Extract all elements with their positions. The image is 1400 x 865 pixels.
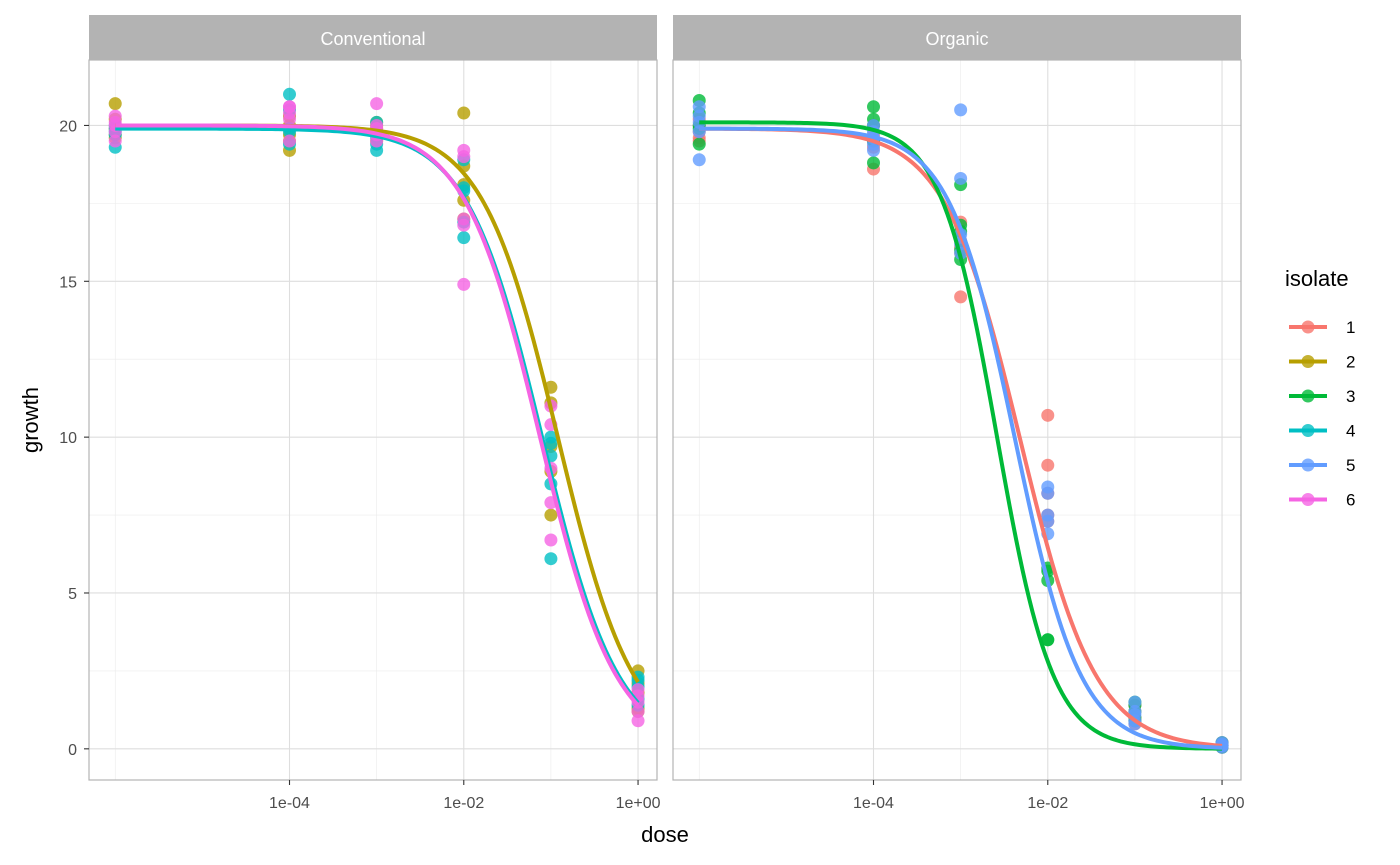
data-point-isolate-3 bbox=[1041, 633, 1055, 647]
legend-label: 6 bbox=[1346, 491, 1355, 510]
data-point-isolate-6 bbox=[283, 112, 297, 126]
data-point-isolate-1 bbox=[1041, 408, 1055, 422]
fit-line-isolate-6 bbox=[115, 123, 640, 707]
legend-item-3: 3 bbox=[1289, 387, 1355, 406]
data-point-isolate-4 bbox=[544, 436, 558, 450]
data-point-isolate-5 bbox=[692, 100, 706, 114]
strip-label-conventional: Conventional bbox=[320, 29, 425, 49]
panel-background bbox=[673, 60, 1241, 780]
panel-background bbox=[89, 60, 657, 780]
y-tick-label: 10 bbox=[59, 430, 77, 447]
strip-conventional bbox=[89, 15, 657, 60]
data-point-isolate-5 bbox=[1128, 695, 1142, 709]
legend-item-1: 1 bbox=[1289, 318, 1355, 337]
data-point-isolate-5 bbox=[954, 171, 968, 185]
data-point-isolate-5 bbox=[1041, 514, 1055, 528]
legend-key-point bbox=[1301, 493, 1315, 506]
legend-key-point bbox=[1301, 389, 1315, 403]
facet-panels: Conventional 1e-04 1e-02 1e+00 0 5 10 15 20 Organ… bbox=[59, 15, 1245, 812]
y-tick-label: 15 bbox=[59, 274, 77, 291]
panel-border bbox=[672, 59, 1242, 781]
data-point-isolate-2 bbox=[544, 508, 558, 522]
x-tick-label: 1e+00 bbox=[616, 795, 661, 812]
legend-label: 4 bbox=[1346, 422, 1355, 441]
legend-label: 1 bbox=[1346, 318, 1355, 337]
data-point-isolate-4 bbox=[457, 231, 471, 245]
legend-label: 2 bbox=[1346, 353, 1355, 372]
legend-key-point bbox=[1301, 424, 1315, 437]
data-point-isolate-6 bbox=[631, 704, 645, 718]
data-point-isolate-4 bbox=[544, 552, 558, 566]
legend-item-2: 2 bbox=[1289, 353, 1355, 372]
legend-title: isolate bbox=[1285, 266, 1349, 291]
data-point-isolate-3 bbox=[867, 100, 881, 114]
legend-label: 5 bbox=[1346, 456, 1355, 475]
data-point-isolate-4 bbox=[283, 87, 297, 101]
legend-label: 3 bbox=[1346, 387, 1355, 406]
legend-key-point bbox=[1301, 320, 1315, 334]
x-tick-label: 1e+00 bbox=[1200, 795, 1245, 812]
x-axis-title: dose bbox=[641, 822, 689, 847]
x-tick-label: 1e-02 bbox=[1027, 795, 1068, 812]
panel-conventional: Conventional 1e-04 1e-02 1e+00 0 5 10 15 20 bbox=[59, 15, 661, 812]
legend: isolate 1 2 3 4 5 6 bbox=[1285, 266, 1355, 510]
x-tick-label: 1e-02 bbox=[443, 795, 484, 812]
x-tick-label: 1e-04 bbox=[269, 795, 310, 812]
data-point-isolate-6 bbox=[631, 683, 645, 697]
y-tick-label: 5 bbox=[68, 586, 77, 603]
fit-line-isolate-5 bbox=[699, 126, 1223, 750]
y-axis-title: growth bbox=[18, 387, 43, 453]
data-point-isolate-6 bbox=[457, 277, 471, 291]
data-point-isolate-5 bbox=[1041, 486, 1055, 500]
data-point-isolate-3 bbox=[692, 137, 706, 151]
fit-line-isolate-4 bbox=[115, 126, 640, 705]
panel-border bbox=[88, 59, 658, 781]
data-point-isolate-2 bbox=[457, 106, 471, 120]
data-point-isolate-6 bbox=[283, 100, 297, 114]
data-point-isolate-6 bbox=[544, 533, 558, 547]
data-point-isolate-6 bbox=[108, 134, 122, 148]
x-tick-label: 1e-04 bbox=[853, 795, 894, 812]
y-tick-label: 20 bbox=[59, 118, 77, 135]
data-point-isolate-3 bbox=[867, 156, 881, 170]
data-point-isolate-1 bbox=[1041, 458, 1055, 472]
panel-organic: Organic 1e-04 1e-02 1e+00 bbox=[672, 15, 1245, 812]
data-point-isolate-6 bbox=[457, 212, 471, 226]
legend-item-6: 6 bbox=[1289, 491, 1355, 510]
data-point-isolate-6 bbox=[457, 150, 471, 164]
data-point-isolate-5 bbox=[954, 103, 968, 117]
legend-item-4: 4 bbox=[1289, 422, 1355, 441]
strip-label-organic: Organic bbox=[925, 29, 988, 49]
data-point-isolate-1 bbox=[954, 290, 968, 304]
strip-organic bbox=[673, 15, 1241, 60]
y-tick-label: 0 bbox=[68, 742, 77, 759]
legend-item-5: 5 bbox=[1289, 456, 1355, 475]
data-point-isolate-6 bbox=[631, 714, 645, 728]
data-point-isolate-6 bbox=[370, 97, 384, 111]
data-point-isolate-2 bbox=[108, 97, 122, 111]
legend-key-point bbox=[1301, 355, 1315, 368]
legend-key-point bbox=[1301, 458, 1315, 472]
fit-line-isolate-3 bbox=[699, 120, 1223, 751]
data-point-isolate-5 bbox=[692, 153, 706, 167]
data-point-isolate-6 bbox=[283, 134, 297, 148]
